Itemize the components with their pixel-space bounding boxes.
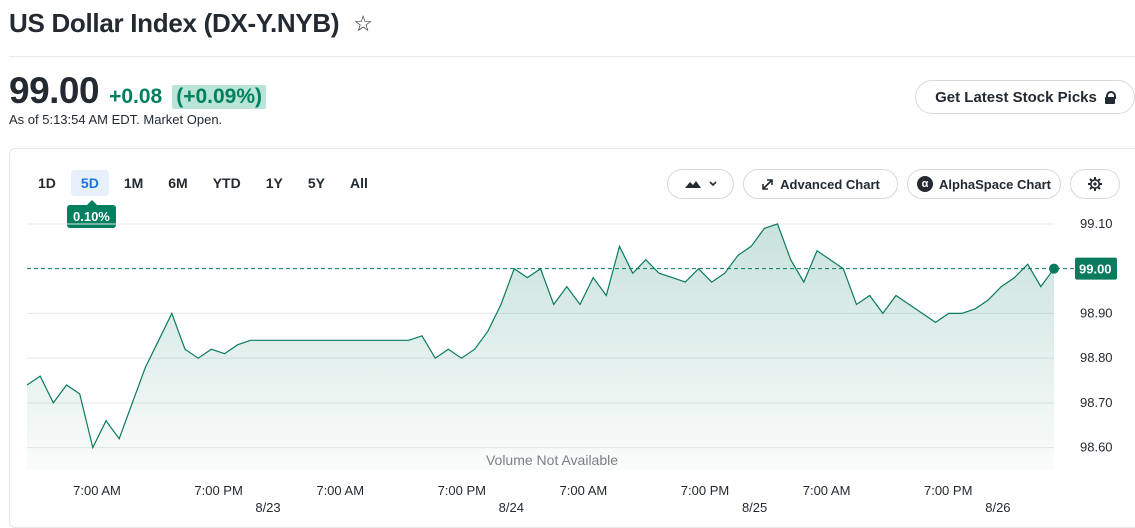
alphaspace-chart-label: AlphaSpace Chart [939, 176, 1051, 192]
chevron-down-icon [708, 181, 717, 187]
price-change-percent: (+0.09%) [172, 85, 267, 109]
volume-not-available-note: Volume Not Available [486, 452, 618, 468]
x-tick-label: 7:00 PM [681, 483, 729, 498]
range-ytd[interactable]: YTD [212, 175, 241, 191]
price-change: +0.08 [109, 85, 163, 108]
chart-settings-button[interactable] [1070, 169, 1120, 199]
range-1m[interactable]: 1M [123, 175, 144, 191]
x-tick-label: 7:00 AM [803, 483, 851, 498]
alphaspace-chart-button[interactable]: α AlphaSpace Chart [907, 169, 1061, 199]
x-date-label: 8/26 [985, 500, 1010, 515]
price-area [27, 223, 1054, 470]
x-date-label: 8/23 [255, 500, 280, 515]
range-1y[interactable]: 1Y [265, 175, 283, 191]
mountain-chart-icon [684, 181, 701, 188]
last-price-dot [1049, 263, 1059, 274]
x-tick-label: 7:00 AM [73, 483, 121, 498]
chart-type-button[interactable] [667, 169, 734, 199]
x-tick-label: 7:00 AM [560, 483, 608, 498]
x-tick-label: 7:00 PM [194, 483, 242, 498]
y-tick-label: 98.80 [1080, 350, 1113, 365]
expand-arrow-icon [762, 178, 773, 190]
y-axis: 99.10 98.90 98.80 98.70 98.60 [1080, 216, 1113, 455]
range-change-tooltip: 0.10% [67, 200, 116, 228]
range-selector: 1D 5D 1M 6M YTD 1Y 5Y All [28, 170, 383, 196]
alphaspace-logo-icon: α [917, 176, 933, 192]
y-tick-label: 98.90 [1080, 305, 1113, 320]
get-latest-stock-picks-button[interactable]: Get Latest Stock Picks [915, 80, 1135, 114]
range-6m[interactable]: 6M [168, 175, 188, 191]
x-date-label: 8/25 [742, 500, 767, 515]
y-tick-label: 98.70 [1080, 395, 1113, 410]
star-outline-icon[interactable]: ☆ [353, 10, 373, 36]
market-status: As of 5:13:54 AM EDT. Market Open. [9, 112, 223, 127]
lock-icon [1104, 91, 1116, 104]
quote-header: US Dollar Index (DX-Y.NYB) ☆ [9, 8, 373, 39]
page-title: US Dollar Index (DX-Y.NYB) [9, 8, 340, 38]
range-5y[interactable]: 5Y [307, 175, 325, 191]
range-1d[interactable]: 1D [38, 175, 56, 191]
current-price-tag: 99.00 [1075, 257, 1117, 280]
range-all[interactable]: All [349, 175, 368, 191]
x-date-label: 8/24 [499, 500, 524, 515]
quote-price-row: 99.00 +0.08 (+0.09%) [9, 70, 267, 112]
header-divider [9, 56, 1135, 57]
x-tick-label: 7:00 PM [438, 483, 486, 498]
y-tick-label: 98.60 [1080, 440, 1113, 455]
advanced-chart-label: Advanced Chart [780, 176, 880, 192]
current-price-tag-text: 99.00 [1079, 262, 1112, 277]
y-tick-label: 99.10 [1080, 216, 1113, 231]
current-price: 99.00 [9, 70, 100, 111]
picks-label: Get Latest Stock Picks [935, 88, 1097, 106]
advanced-chart-button[interactable]: Advanced Chart [743, 169, 898, 199]
price-chart[interactable]: 99.10 98.90 98.80 98.70 98.60 99.00 Volume N… [0, 0, 1135, 517]
x-tick-label: 7:00 AM [316, 483, 364, 498]
gear-icon [1088, 177, 1102, 191]
x-axis: 7:00 AM 7:00 PM 7:00 AM 7:00 PM 7:00 AM 7:00 … [73, 483, 1010, 515]
x-tick-label: 7:00 PM [924, 483, 972, 498]
current-price-tag-bg [1075, 257, 1117, 280]
range-5d[interactable]: 5D [70, 170, 109, 196]
